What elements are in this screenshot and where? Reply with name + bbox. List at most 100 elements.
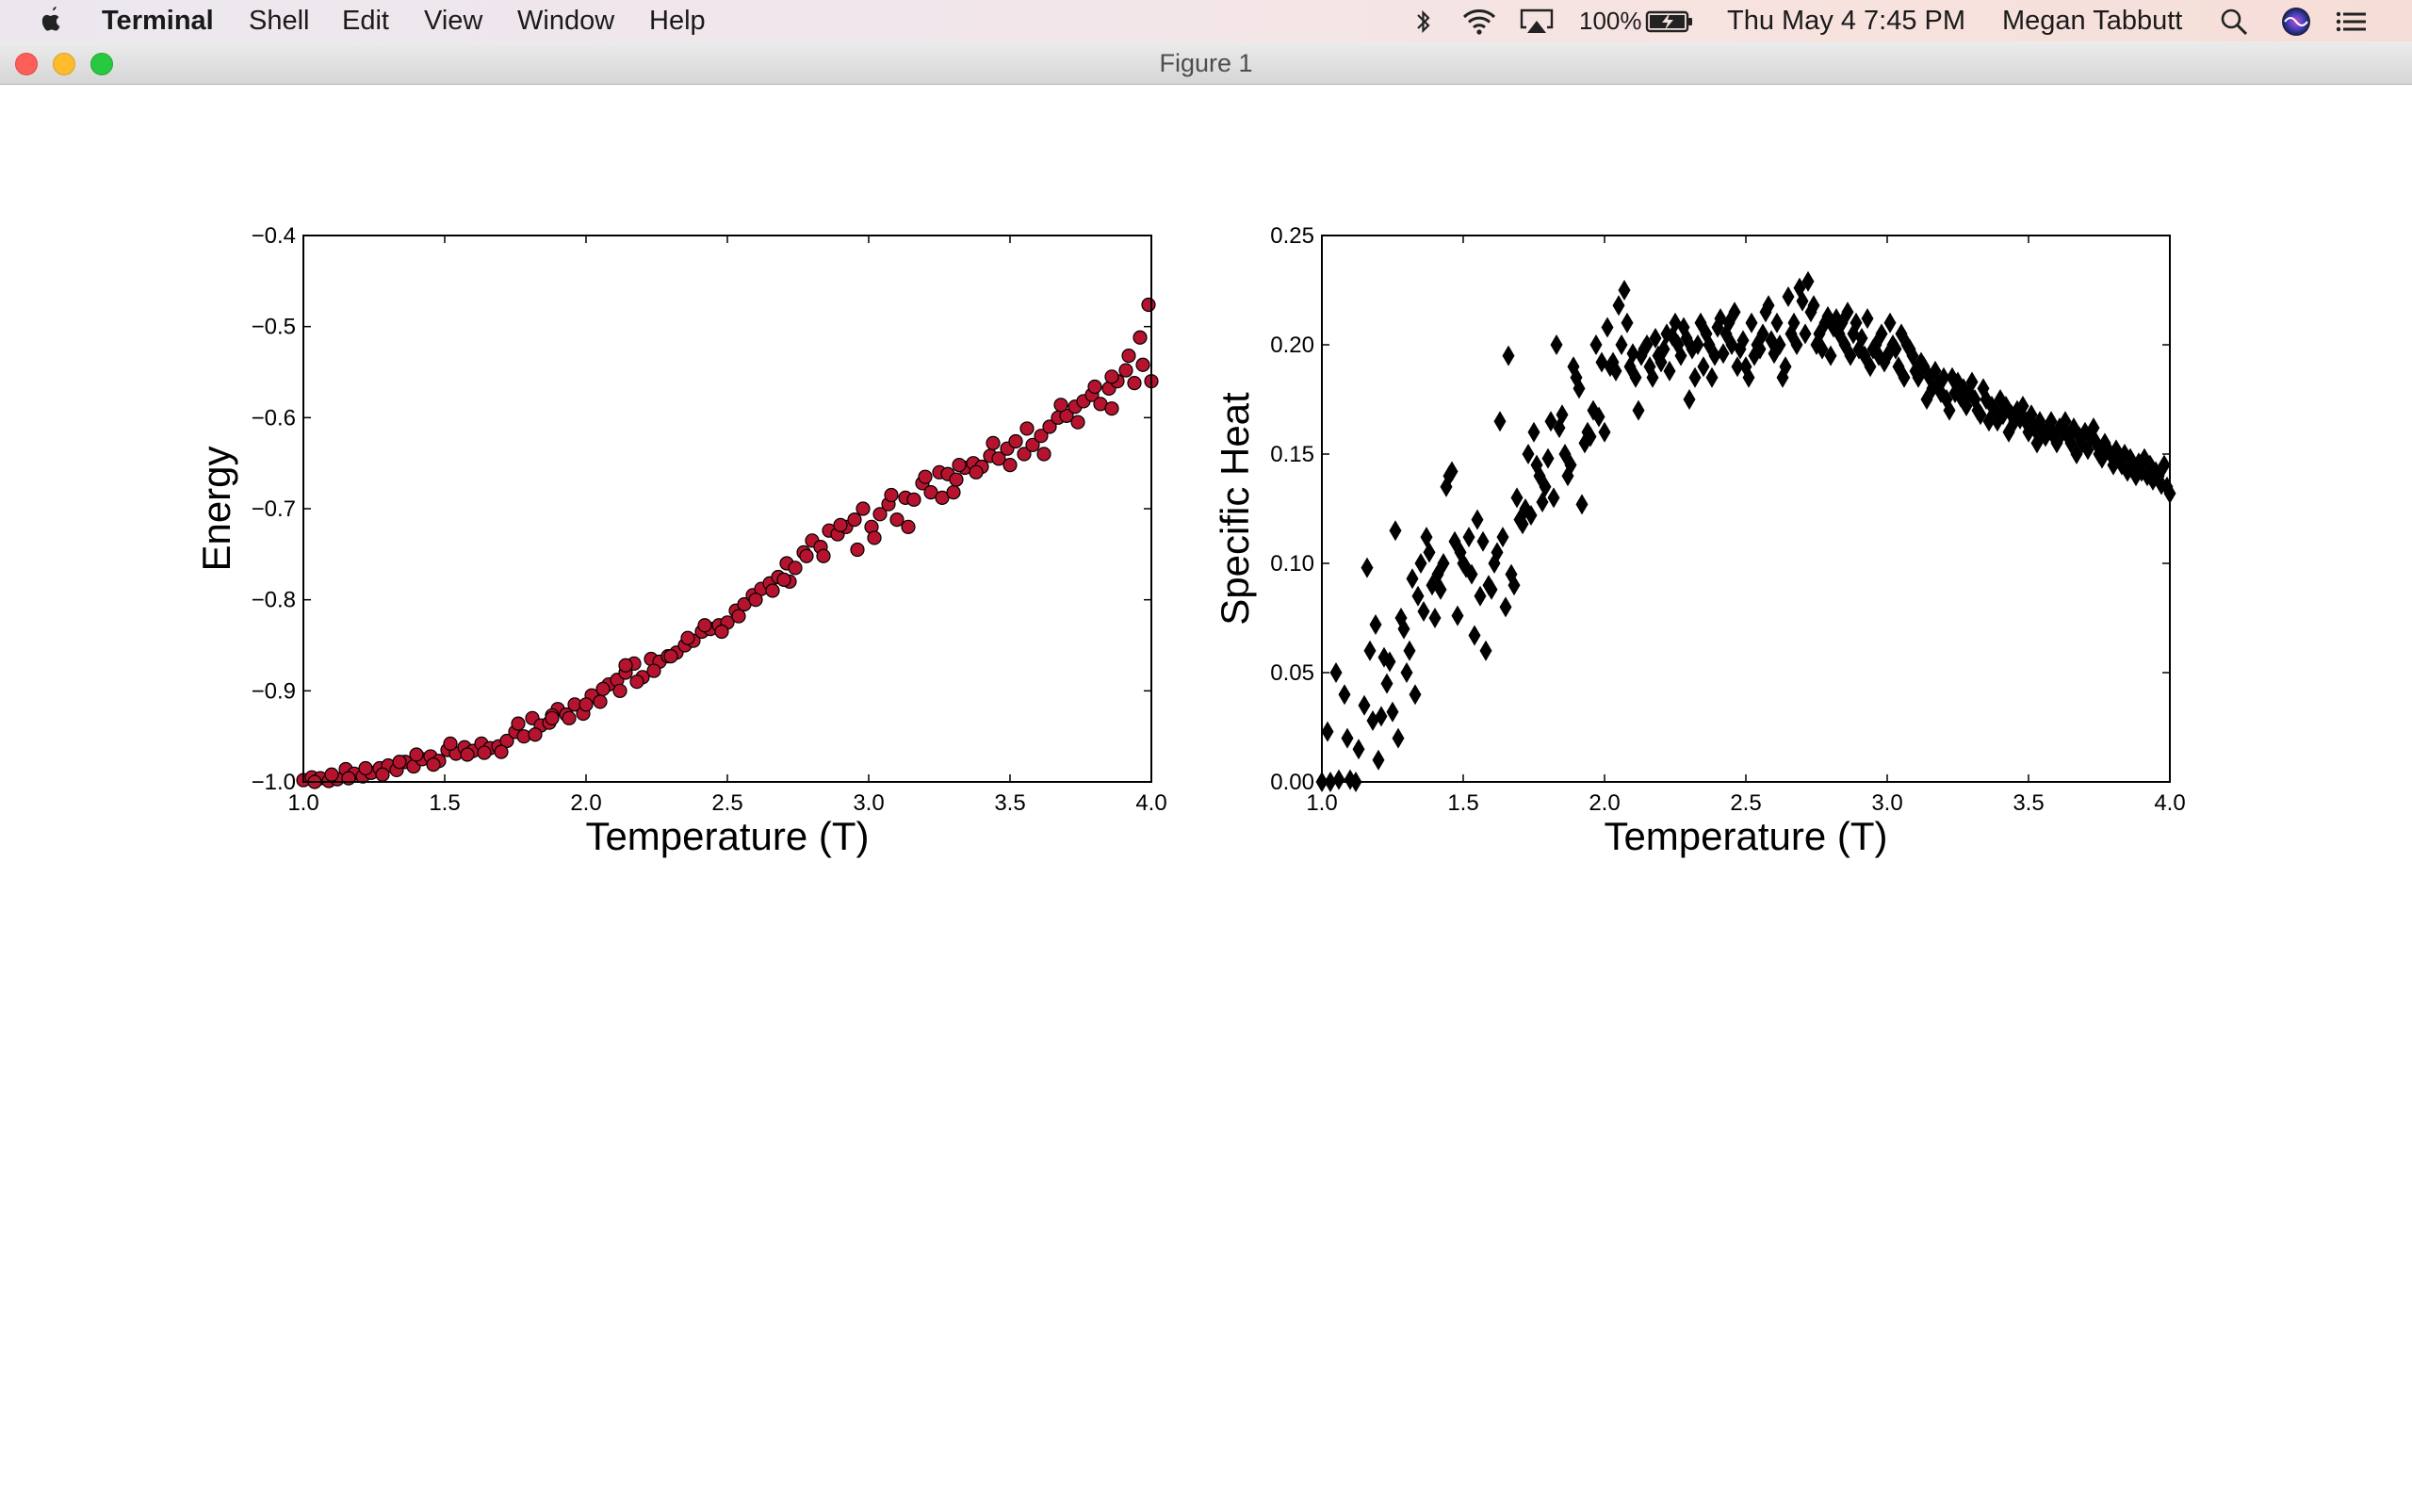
data-point: [1861, 308, 1874, 330]
x-tick-label: 2.0: [570, 790, 601, 816]
plot-frame: [302, 235, 1152, 783]
data-point: [1841, 301, 1854, 323]
data-point: [1756, 323, 1769, 345]
chart-2: 1.0 1.5 2.0 2.5 3.0 3.5 4.0 0.00 0.05 0.10 0.15 0.2…: [1213, 223, 2186, 858]
data-point: [1906, 345, 1919, 366]
menu-window[interactable]: Window: [517, 6, 615, 36]
data-point: [528, 727, 543, 742]
x-tick-label: 3.0: [1871, 790, 1902, 816]
data-point: [2045, 411, 2058, 432]
menu-edit[interactable]: Edit: [342, 6, 389, 36]
data-point: [1491, 542, 1504, 563]
data-point: [1629, 366, 1642, 388]
menu-clock[interactable]: Thu May 4 7:45 PM: [1727, 6, 1966, 36]
data-point: [1474, 585, 1487, 607]
minimize-button[interactable]: [53, 53, 75, 75]
data-point: [1753, 338, 1767, 360]
data-point: [1133, 330, 1148, 345]
data-point: [1790, 334, 1803, 355]
data-markers: [1315, 270, 2176, 792]
data-point: [1462, 527, 1475, 548]
data-point: [1127, 376, 1142, 391]
data-point: [850, 542, 865, 558]
data-point: [949, 472, 964, 487]
x-tick-label: 3.0: [853, 790, 884, 816]
data-point: [545, 710, 560, 725]
window-title: Figure 1: [1159, 49, 1253, 77]
data-point: [646, 663, 661, 678]
data-point: [1338, 684, 1351, 706]
data-point: [1850, 312, 1863, 333]
data-point: [1406, 568, 1419, 590]
data-point: [1485, 578, 1498, 600]
notification-center-icon[interactable]: [2335, 7, 2369, 37]
data-point: [1042, 419, 1057, 434]
data-point: [1321, 721, 1334, 742]
zoom-button[interactable]: [90, 53, 113, 75]
y-tick-label: 0.25: [1270, 223, 1314, 249]
data-point: [1573, 378, 1586, 399]
y-tick-label: −1.0: [252, 770, 296, 795]
window-titlebar[interactable]: Figure 1: [0, 41, 2412, 85]
wifi-icon[interactable]: [1460, 7, 1498, 37]
data-point: [1728, 301, 1741, 323]
data-point: [477, 745, 492, 760]
data-point: [1646, 366, 1659, 388]
data-point: [1674, 345, 1687, 366]
data-point: [714, 624, 729, 640]
battery-percent[interactable]: 100%: [1579, 7, 1642, 35]
battery-icon[interactable]: [1645, 7, 1694, 37]
data-point: [1118, 363, 1133, 378]
data-point: [1742, 366, 1755, 388]
data-point: [1615, 334, 1628, 355]
data-point: [1420, 527, 1433, 548]
data-point: [1121, 349, 1136, 364]
menu-shell[interactable]: Shell: [249, 6, 310, 36]
data-point: [969, 464, 984, 480]
y-tick-label: 0.10: [1270, 551, 1314, 577]
y-axis-label: Specific Heat: [1213, 392, 1257, 626]
data-point: [1414, 553, 1427, 574]
data-point: [1361, 557, 1374, 578]
data-point: [1499, 596, 1512, 618]
data-point: [1104, 369, 1119, 384]
menu-app-name[interactable]: Terminal: [102, 6, 214, 36]
data-point: [1564, 454, 1577, 476]
data-point: [918, 469, 933, 484]
data-point: [816, 548, 831, 563]
data-markers: [296, 297, 1159, 789]
data-point: [923, 485, 938, 500]
data-point: [1782, 285, 1795, 307]
data-point: [460, 747, 475, 762]
menu-view[interactable]: View: [424, 6, 483, 36]
data-point: [1889, 338, 1902, 360]
y-tick-label: 0.20: [1270, 333, 1314, 358]
data-point: [1943, 399, 1956, 421]
siri-icon[interactable]: [2280, 6, 2312, 38]
menu-help[interactable]: Help: [649, 6, 706, 36]
data-point: [511, 716, 526, 731]
airplay-icon[interactable]: [1519, 7, 1555, 37]
data-point: [1835, 312, 1849, 333]
data-point: [1454, 542, 1467, 563]
data-point: [1875, 323, 1888, 345]
apple-icon[interactable]: [38, 5, 64, 35]
bluetooth-icon[interactable]: [1413, 7, 1434, 37]
menu-user[interactable]: Megan Tabbutt: [2002, 6, 2183, 36]
data-point: [946, 485, 961, 500]
data-point: [593, 694, 608, 709]
close-button[interactable]: [15, 53, 38, 75]
data-point: [1428, 608, 1442, 628]
data-point: [409, 747, 424, 762]
data-point: [1801, 270, 1815, 292]
y-tick-label: −0.8: [252, 588, 296, 613]
data-point: [1496, 527, 1509, 548]
data-point: [2087, 417, 2100, 439]
data-point: [494, 744, 509, 759]
data-point: [991, 451, 1006, 466]
data-point: [1770, 312, 1784, 333]
data-point: [1799, 323, 1812, 345]
data-point: [1609, 360, 1622, 382]
data-point: [1807, 295, 1820, 317]
search-icon[interactable]: [2219, 7, 2249, 37]
